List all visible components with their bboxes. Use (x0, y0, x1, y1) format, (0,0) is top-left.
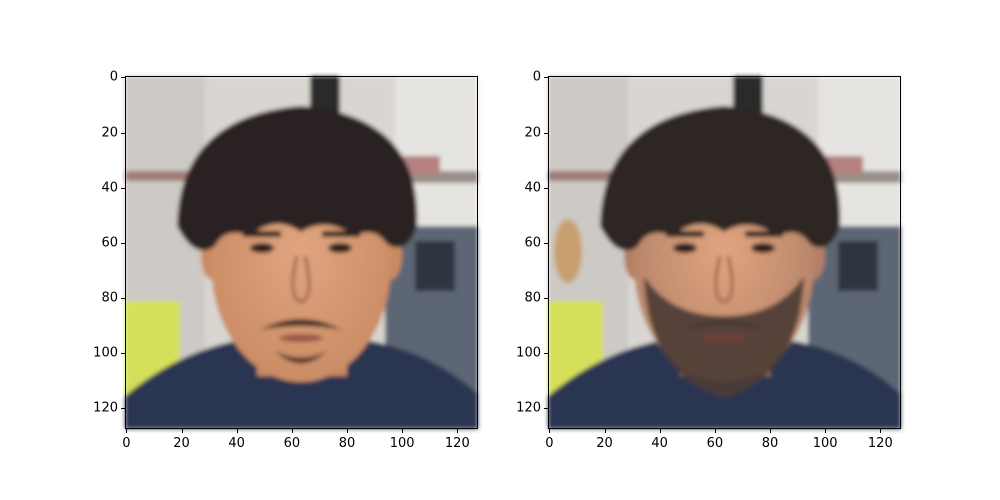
nose (291, 255, 311, 304)
x-tick-label: 0 (122, 436, 131, 451)
left-eye (673, 243, 697, 253)
x-tick-mark (825, 429, 827, 433)
y-tick-label: 120 (516, 400, 541, 416)
shelf-box (400, 156, 440, 174)
y-tick-mark (544, 187, 548, 189)
left-brow (666, 231, 704, 237)
x-tick-mark (126, 429, 128, 433)
right-brow (745, 231, 783, 237)
x-tick-label: 120 (444, 436, 470, 451)
x-tick-mark (659, 429, 661, 433)
x-tick-label: 100 (389, 436, 415, 451)
x-tick-mark (549, 429, 551, 433)
y-tick-mark (121, 132, 125, 134)
y-tick-mark (544, 77, 548, 79)
chin-beard (275, 351, 327, 364)
y-tick-mark (121, 187, 125, 189)
x-tick-label: 0 (545, 436, 554, 451)
y-tick-label: 100 (93, 345, 118, 361)
mouth (702, 334, 746, 342)
left-brow (243, 231, 281, 237)
x-tick-mark (402, 429, 404, 433)
y-tick-label: 60 (524, 235, 541, 251)
y-tick-mark (121, 242, 125, 244)
x-tick-label: 40 (228, 436, 245, 451)
y-tick-mark (544, 132, 548, 134)
y-tick-label: 40 (524, 180, 541, 196)
left-shelf (125, 171, 205, 181)
y-tick-mark (121, 298, 125, 299)
blurred-scene (125, 76, 478, 429)
y-tick-label: 60 (101, 235, 118, 251)
x-tick-label: 20 (596, 436, 613, 451)
image-panel-left: 0 20 40 60 80 100 120 0 20 40 60 80 100 120 (93, 70, 478, 451)
image-panel-right: 0 20 40 60 80 100 120 0 20 40 60 80 100 120 (516, 70, 901, 451)
right-brow (322, 231, 360, 237)
x-tick-label: 120 (867, 436, 893, 451)
y-tick-label: 80 (524, 290, 541, 306)
y-tick-label: 0 (109, 69, 118, 85)
x-tick-mark (604, 429, 606, 433)
y-tick-mark (544, 408, 548, 410)
x-tick-mark (347, 429, 348, 433)
mouth (279, 334, 323, 342)
y-tick-mark (544, 242, 548, 244)
left-shelf (548, 171, 628, 181)
right-eye (328, 243, 352, 253)
right-eye (751, 243, 775, 253)
x-tick-label: 80 (761, 436, 779, 451)
x-tick-label: 80 (338, 436, 356, 451)
x-tick-mark (770, 429, 771, 433)
nose (714, 255, 734, 304)
x-tick-mark (181, 429, 183, 433)
y-tick-label: 120 (93, 400, 118, 416)
y-tick-label: 20 (101, 125, 118, 141)
y-tick-mark (121, 353, 125, 355)
x-tick-label: 20 (173, 436, 190, 451)
x-tick-label: 40 (651, 436, 668, 451)
monitor (838, 241, 878, 291)
y-tick-mark (544, 298, 548, 299)
left-eye (250, 243, 274, 253)
y-tick-label: 0 (532, 69, 541, 85)
mustache (683, 319, 765, 330)
y-tick-mark (121, 408, 125, 410)
y-tick-label: 100 (516, 345, 541, 361)
hair (177, 106, 418, 251)
x-tick-label: 60 (706, 436, 724, 451)
y-tick-label: 20 (524, 125, 541, 141)
shelf-box (823, 156, 863, 174)
portrait-image-right (548, 76, 901, 429)
hair (600, 106, 841, 251)
x-tick-mark (457, 429, 459, 433)
wooden-object (554, 219, 582, 283)
x-tick-label: 100 (812, 436, 838, 451)
y-tick-label: 80 (101, 290, 118, 306)
x-tick-label: 60 (283, 436, 301, 451)
mustache (260, 319, 342, 330)
blurred-scene (548, 76, 901, 429)
shirt (125, 338, 478, 429)
y-tick-label: 40 (101, 180, 118, 196)
x-tick-mark (714, 429, 716, 433)
x-tick-mark (880, 429, 882, 433)
monitor (415, 241, 455, 291)
x-tick-mark (291, 429, 293, 433)
y-tick-mark (544, 353, 548, 355)
y-tick-mark (121, 77, 125, 79)
portrait-image-left (125, 76, 478, 429)
x-tick-mark (236, 429, 238, 433)
